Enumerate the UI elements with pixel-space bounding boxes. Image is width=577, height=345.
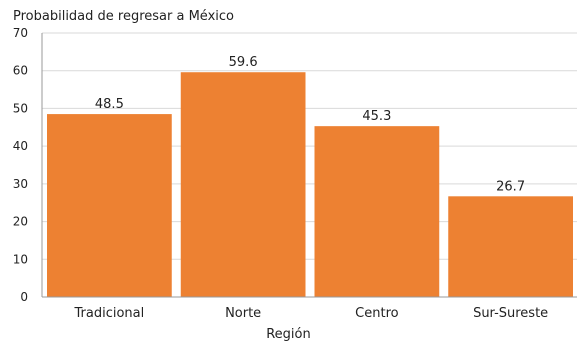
x-tick-label: Sur-Sureste: [473, 306, 548, 321]
bar: [180, 72, 306, 297]
data-label: 48.5: [95, 97, 124, 112]
y-tick-label: 30: [13, 177, 28, 191]
x-axis-title: Región: [266, 327, 311, 342]
bar: [47, 114, 172, 297]
y-tick-label: 50: [13, 101, 28, 115]
y-tick-label: 0: [20, 290, 28, 304]
y-axis-title: Probabilidad de regresar a México: [13, 9, 234, 24]
y-tick-label: 60: [13, 64, 28, 78]
y-tick-label: 10: [13, 252, 28, 266]
bar: [314, 126, 440, 297]
x-tick-label: Centro: [355, 306, 398, 321]
x-tick-label: Norte: [225, 306, 261, 321]
data-label: 59.6: [229, 55, 258, 70]
y-tick-label: 40: [13, 139, 28, 153]
y-tick-label: 70: [13, 26, 28, 40]
x-tick-label: Tradicional: [74, 306, 145, 321]
data-label: 26.7: [496, 179, 525, 194]
data-label: 45.3: [362, 109, 391, 124]
y-tick-label: 20: [13, 215, 28, 229]
bar: [448, 196, 573, 297]
